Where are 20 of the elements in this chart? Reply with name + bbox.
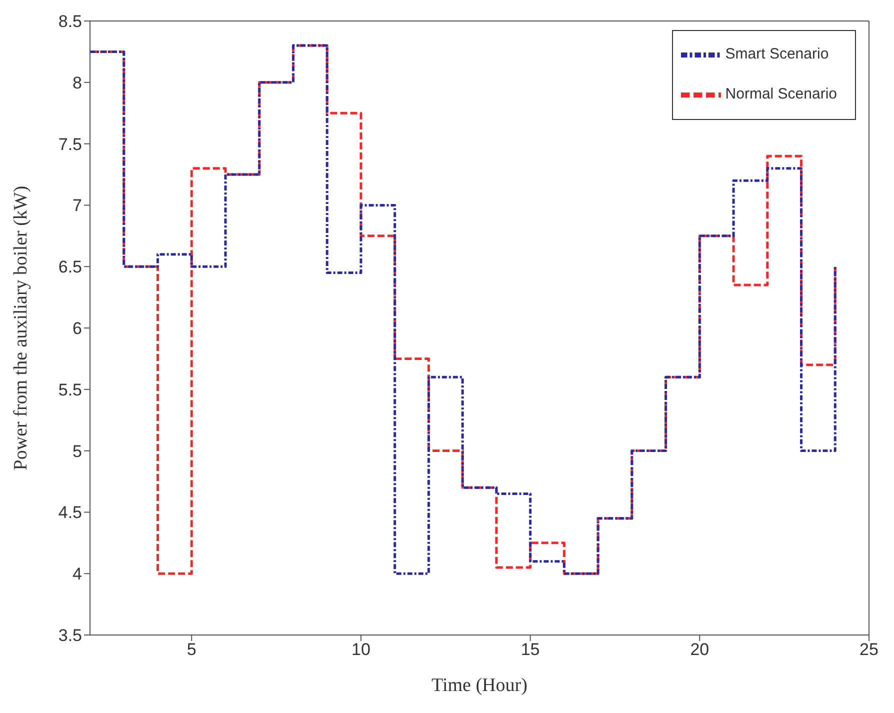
x-tick-label: 25 [860,640,878,660]
y-tick-label: 4 [72,564,82,584]
y-tick-label: 5 [72,442,82,461]
x-tick-label: 10 [351,640,370,660]
legend-label: Normal Scenario [725,86,837,103]
y-tick-label: 6.5 [58,258,82,277]
y-axis-title: Power from the auxiliary boiler (kW) [10,186,32,470]
y-tick-label: 8 [72,73,82,92]
y-tick-label: 4.5 [58,503,82,522]
y-tick-label: 8.5 [58,12,82,32]
x-tick-label: 5 [186,640,196,660]
x-axis-title: Time (Hour) [432,675,528,696]
y-tick-label: 5.5 [58,380,82,400]
y-tick-label: 6 [72,319,82,338]
y-tick-label: 7.5 [58,134,82,154]
x-tick-label: 15 [520,640,540,660]
y-tick-label: 3.5 [58,626,82,646]
x-tick-label: 20 [690,640,710,660]
legend-label: Smart Scenario [725,46,829,63]
y-tick-label: 7 [72,196,82,216]
